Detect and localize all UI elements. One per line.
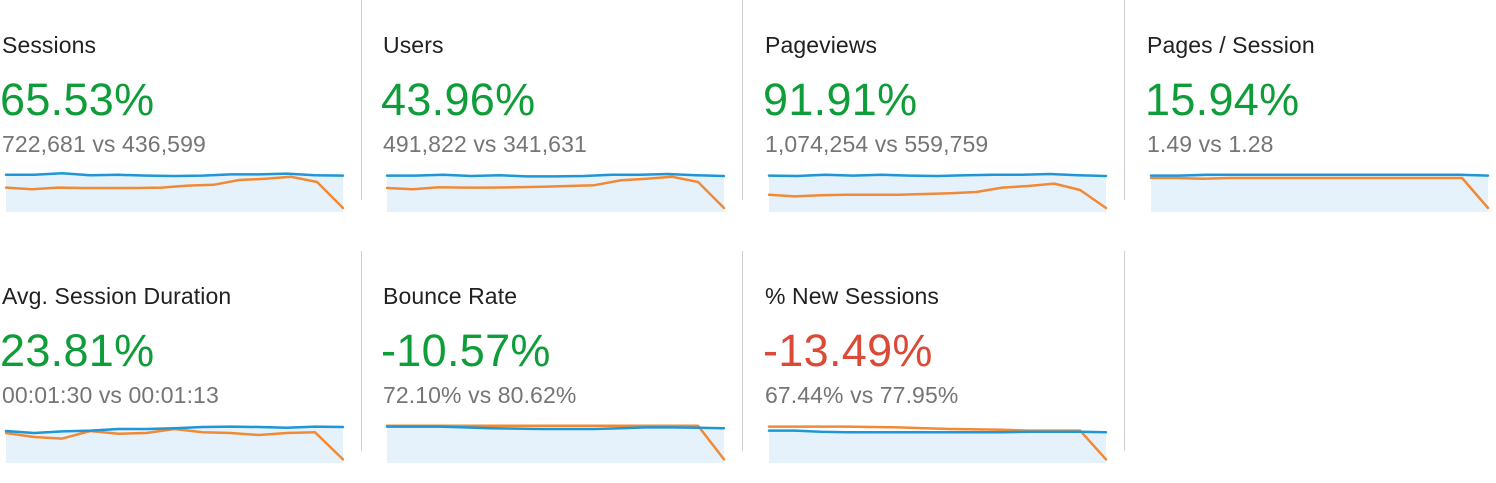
sparkline-current-period	[767, 429, 1108, 434]
sparkline-previous-period	[385, 175, 726, 210]
sparkline	[385, 424, 726, 463]
metric-comparison: 67.44% vs 77.95%	[765, 382, 959, 408]
metric-card-new-sessions[interactable]: % New Sessions -13.49% 67.44% vs 77.95%	[763, 251, 1125, 471]
metric-title: Avg. Session Duration	[2, 283, 232, 309]
sparkline-area	[6, 173, 343, 212]
metric-comparison: 722,681 vs 436,599	[2, 131, 206, 157]
sparkline-current-period	[1149, 173, 1490, 177]
metric-comparison: 72.10% vs 80.62%	[383, 382, 577, 408]
metric-card-pages-per-session[interactable]: Pages / Session 15.94% 1.49 vs 1.28	[1145, 0, 1496, 220]
metric-comparison: 1.49 vs 1.28	[1147, 131, 1274, 157]
sparkline-current-period	[4, 171, 345, 178]
metric-comparison: 491,822 vs 341,631	[383, 131, 587, 157]
sparkline-current-period	[385, 172, 726, 178]
metric-title: Users	[383, 32, 444, 58]
metric-card-pageviews[interactable]: Pageviews 91.91% 1,074,254 vs 559,759	[763, 0, 1125, 220]
sparkline	[4, 425, 345, 463]
sparkline-previous-period	[4, 175, 345, 210]
sparkline-area	[387, 174, 724, 212]
metric-change: 15.94%	[1145, 74, 1300, 125]
sparkline-current-period	[4, 425, 345, 435]
metric-comparison: 1,074,254 vs 559,759	[765, 131, 989, 157]
sparkline-current-period	[385, 425, 726, 431]
metric-card-bounce-rate[interactable]: Bounce Rate -10.57% 72.10% vs 80.62%	[381, 251, 743, 471]
sparkline	[767, 425, 1108, 463]
sparkline-area	[387, 426, 724, 463]
metric-change: -10.57%	[381, 325, 551, 376]
sparkline-current-period	[767, 172, 1108, 178]
metric-change: -13.49%	[763, 325, 933, 376]
sparkline-area	[1151, 174, 1488, 212]
metric-title: Sessions	[2, 32, 97, 58]
sparkline-previous-period	[767, 182, 1108, 210]
metric-change: 43.96%	[381, 74, 536, 125]
sparkline-previous-period	[1149, 176, 1490, 210]
sparkline-area	[769, 430, 1106, 463]
metric-card-avg-session-duration[interactable]: Avg. Session Duration 23.81% 00:01:30 vs…	[0, 251, 362, 471]
sparkline	[385, 172, 726, 212]
metric-change: 65.53%	[0, 74, 155, 125]
metric-change: 23.81%	[0, 325, 155, 376]
sparkline	[1149, 173, 1490, 212]
sparkline	[4, 171, 345, 212]
metric-title: Bounce Rate	[383, 283, 518, 309]
metric-change: 91.91%	[763, 74, 918, 125]
metric-card-users[interactable]: Users 43.96% 491,822 vs 341,631	[381, 0, 743, 220]
sparkline	[767, 172, 1108, 212]
metric-title: Pageviews	[765, 32, 878, 58]
metric-title: Pages / Session	[1147, 32, 1315, 58]
metric-comparison: 00:01:30 vs 00:01:13	[2, 382, 219, 408]
metric-title: % New Sessions	[765, 283, 939, 309]
metric-card-sessions[interactable]: Sessions 65.53% 722,681 vs 436,599	[0, 0, 362, 220]
